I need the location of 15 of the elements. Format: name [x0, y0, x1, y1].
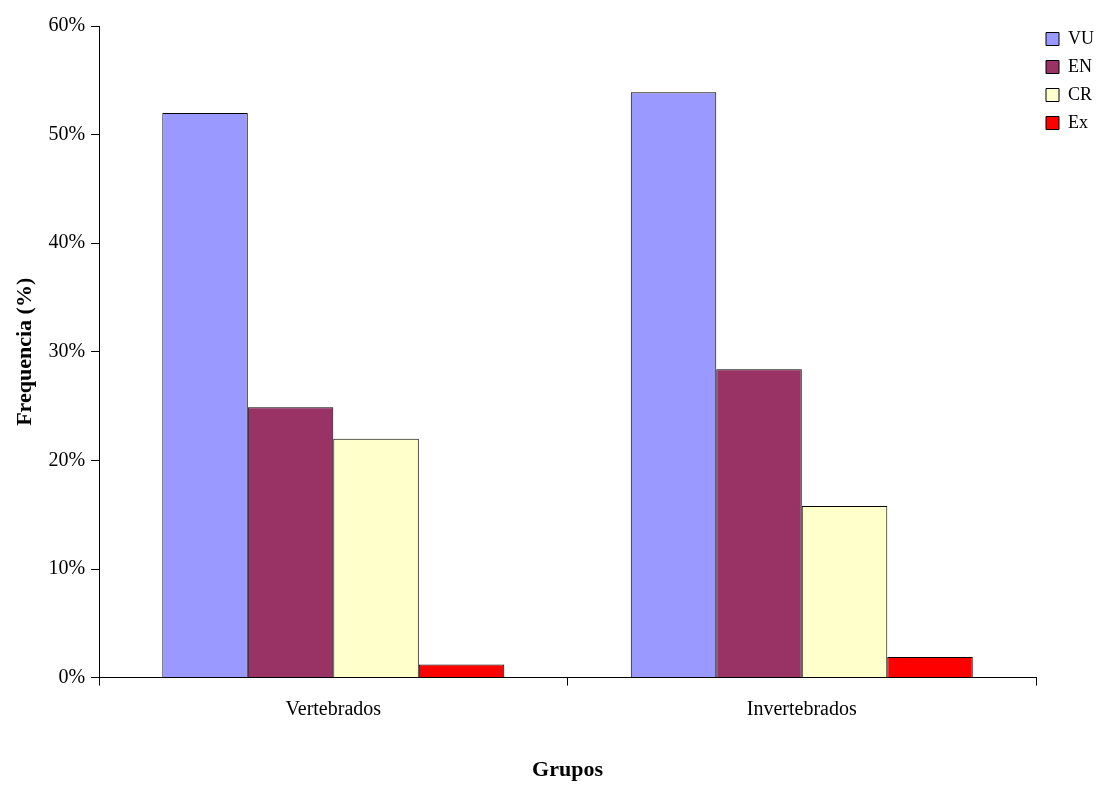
- legend-label: CR: [1068, 83, 1093, 104]
- legend-label: EN: [1068, 55, 1092, 76]
- y-tick-label: 0%: [58, 664, 86, 687]
- y-tick-label: 30%: [48, 339, 86, 362]
- legend-label: VU: [1068, 27, 1094, 48]
- y-tick-label: 40%: [48, 230, 86, 253]
- y-tick-label: 10%: [48, 556, 86, 579]
- y-tick-label: 20%: [48, 447, 86, 470]
- legend-label: Ex: [1068, 111, 1088, 132]
- x-tick-label: Vertebrados: [285, 696, 382, 719]
- x-axis-title: Grupos: [532, 756, 604, 782]
- x-tick-label: Invertebrados: [746, 696, 857, 719]
- y-axis-title: Frequencia (%): [10, 277, 36, 426]
- y-tick-label: 50%: [48, 121, 86, 144]
- y-tick-label: 60%: [48, 13, 86, 36]
